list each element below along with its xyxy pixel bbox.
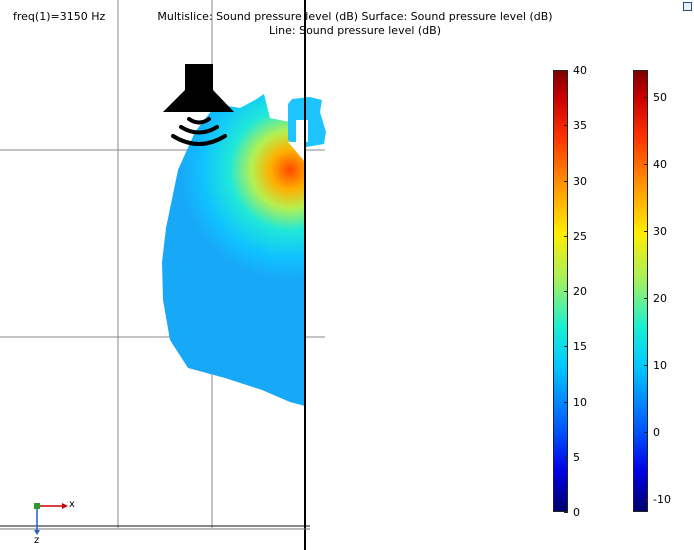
colorbar-tick-label: 20 <box>653 292 667 305</box>
plot-title: Multislice: Sound pressure level (dB) Su… <box>120 10 590 38</box>
colorbar-tick-mark <box>644 164 648 165</box>
colorbar-tick-mark <box>644 499 648 500</box>
colorbar-tick-mark <box>644 231 648 232</box>
colorbar-tick-label: -10 <box>653 493 671 506</box>
ear-notch <box>288 142 305 162</box>
colorbar-tick-label: 40 <box>573 64 587 77</box>
colorbar-tick-mark <box>644 97 648 98</box>
colorbar-tick-label: 40 <box>653 158 667 171</box>
colorbar-tick-label: 10 <box>573 396 587 409</box>
colorbar-tick-mark <box>564 346 568 347</box>
colorbar-tick-mark <box>564 291 568 292</box>
colorbar-tick-label: 30 <box>573 175 587 188</box>
colorbar-tick-label: 20 <box>573 285 587 298</box>
x-axis-label: x <box>69 499 75 510</box>
title-line-2: Line: Sound pressure level (dB) <box>268 24 442 37</box>
colorbar-tick-mark <box>564 457 568 458</box>
ear-canal-gap <box>296 120 308 142</box>
colorbar-tick-label: 15 <box>573 340 587 353</box>
speaker-icon <box>163 64 234 146</box>
colorbar-tick-label: 5 <box>573 451 580 464</box>
colorbar-tick-mark <box>564 70 568 71</box>
colorbar-tick-label: 30 <box>653 225 667 238</box>
colorbar-tick-mark <box>564 512 568 513</box>
colorbar-surface <box>633 70 648 512</box>
colorbar-tick-label: 35 <box>573 119 587 132</box>
colorbar-tick-label: 0 <box>653 426 660 439</box>
expand-icon[interactable] <box>683 2 692 11</box>
colorbar-tick-label: 50 <box>653 91 667 104</box>
colorbar-tick-mark <box>644 432 648 433</box>
colorbar-tick-mark <box>644 365 648 366</box>
colorbar-tick-label: 25 <box>573 230 587 243</box>
title-line-1: Multislice: Sound pressure level (dB) Su… <box>157 10 553 23</box>
colorbar-tick-mark <box>644 298 648 299</box>
colorbar-tick-label: 0 <box>573 506 580 519</box>
colorbar-tick-mark <box>564 181 568 182</box>
colorbar-tick-mark <box>564 125 568 126</box>
axis-triad-icon <box>34 503 68 535</box>
colorbar-tick-mark <box>564 402 568 403</box>
head-surface <box>162 94 305 406</box>
colorbar-tick-label: 10 <box>653 359 667 372</box>
z-axis-label: z <box>34 535 40 546</box>
frequency-label: freq(1)=3150 Hz <box>13 10 106 23</box>
colorbar-tick-mark <box>564 236 568 237</box>
